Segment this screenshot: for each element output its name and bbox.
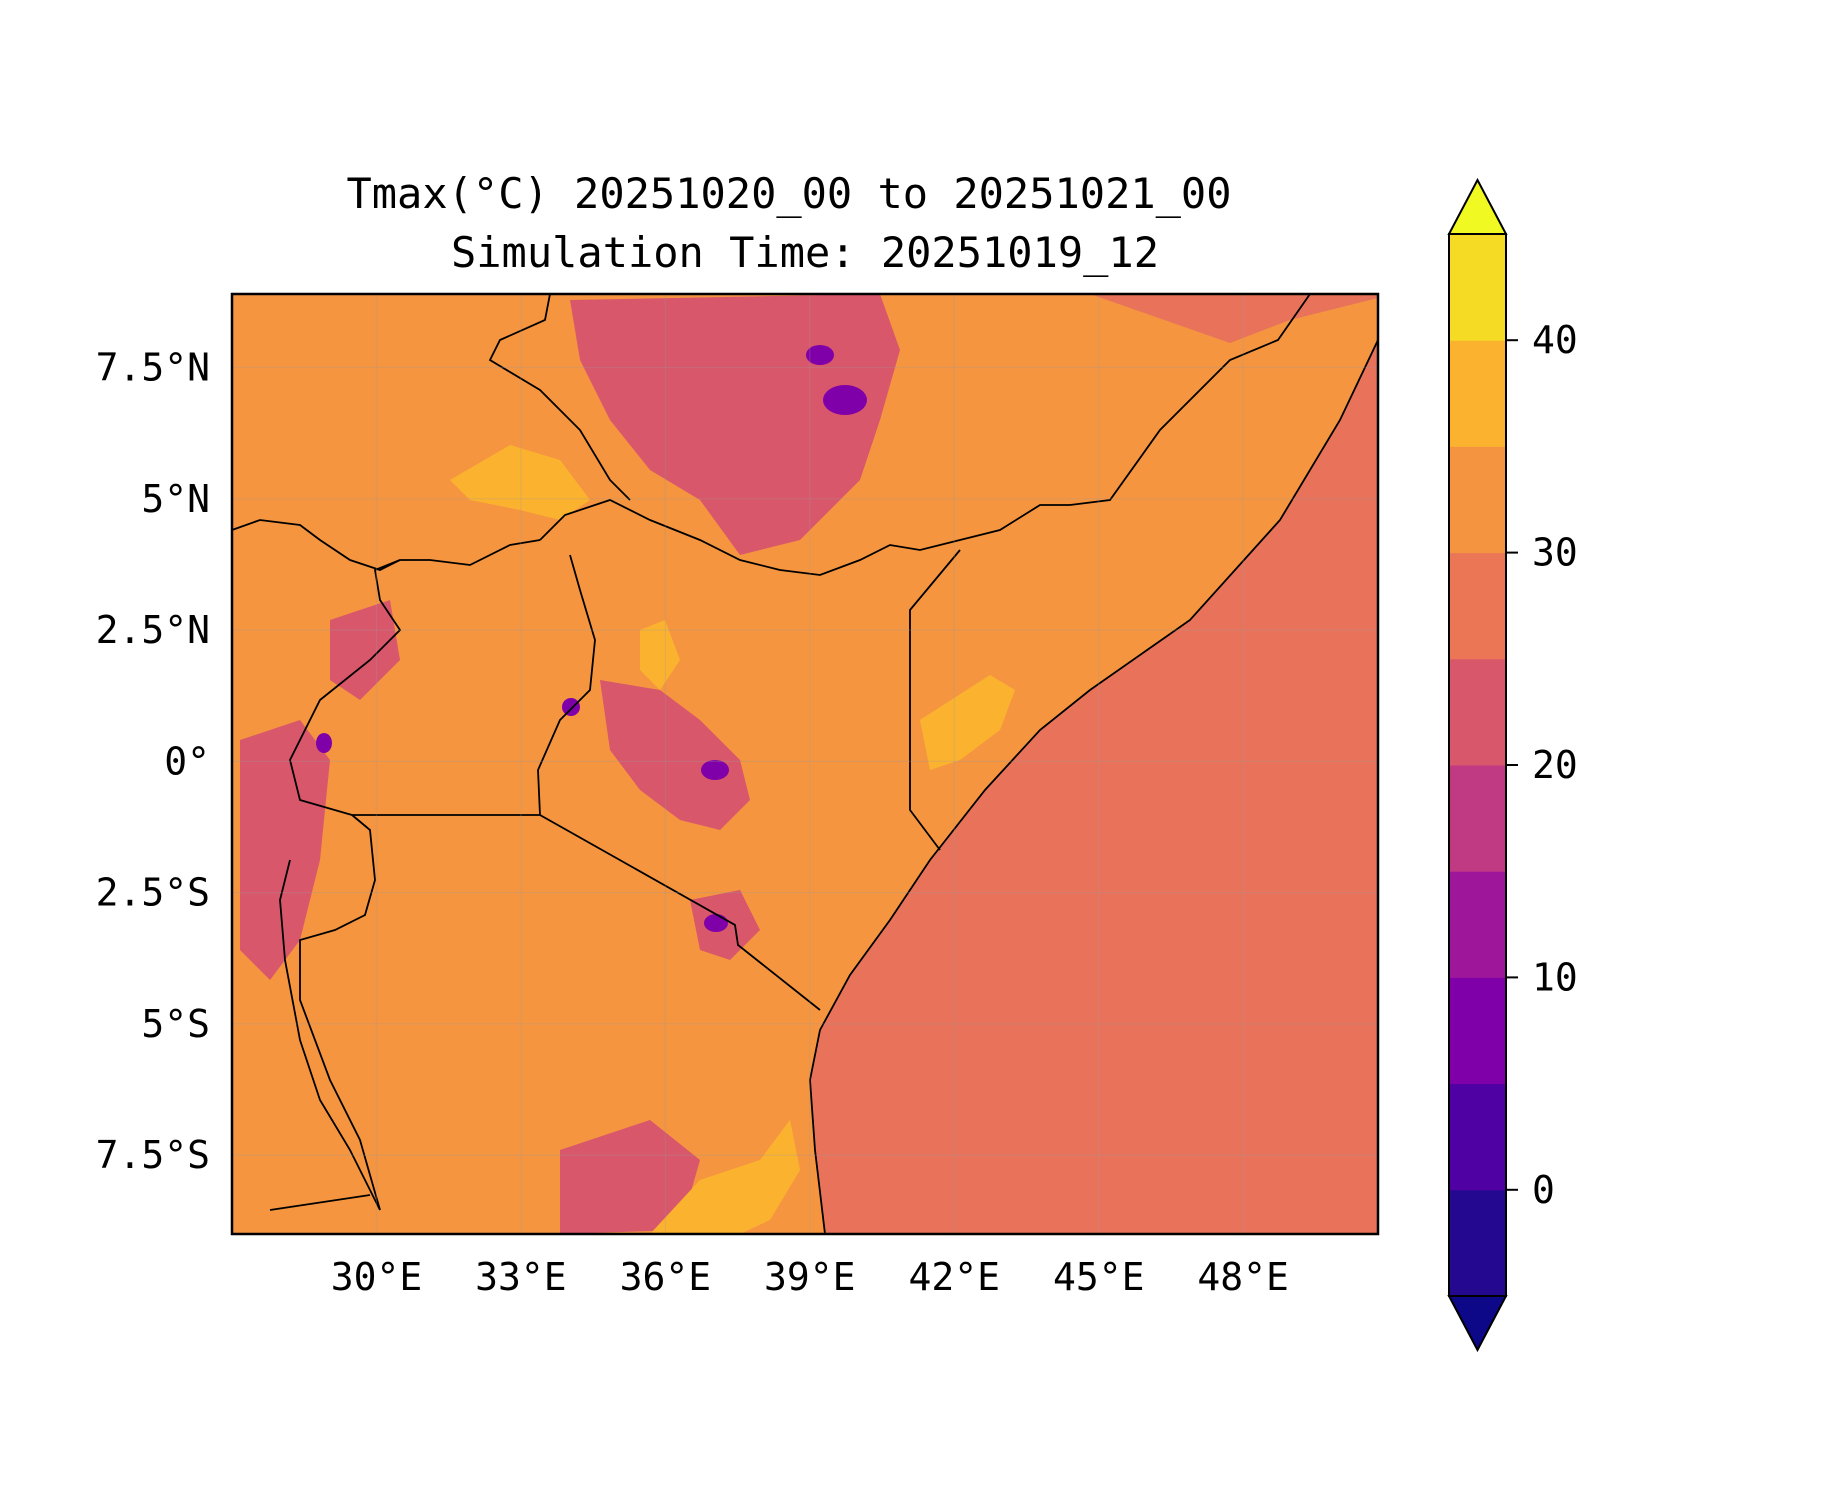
border-zambia xyxy=(269,1194,371,1211)
colorbar-segment xyxy=(1449,977,1506,1085)
uganda-west-zone xyxy=(330,600,400,700)
colorbar-segment xyxy=(1449,340,1506,447)
x-tick-label: 30°E xyxy=(331,1255,423,1299)
y-tick-label: 2.5°S xyxy=(96,871,210,915)
kenya-highlands-zone xyxy=(600,680,750,830)
y-tick-label: 5°N xyxy=(141,477,210,521)
colorbar-extend-max xyxy=(1447,177,1508,235)
colorbar-tick-label: 30 xyxy=(1532,531,1578,575)
rwenzori-peak xyxy=(316,733,332,753)
country-borders xyxy=(232,294,1378,1234)
border-uganda-west xyxy=(289,559,402,816)
coastline-east xyxy=(809,339,1378,1234)
colorbar-tick-label: 20 xyxy=(1532,743,1578,787)
border-ethiopia-south xyxy=(539,294,1311,576)
cold-peaks xyxy=(316,345,867,932)
kilimanjaro-peak xyxy=(704,914,728,932)
ethiopia-peak-2 xyxy=(806,345,834,365)
mt-elgon-peak xyxy=(562,698,580,716)
y-axis: 7.5°N 5°N 2.5°N 0° 2.5°S 5°S 7.5°S xyxy=(96,346,210,1178)
colorbar-segment xyxy=(1449,765,1506,872)
land-fill xyxy=(232,294,1378,1234)
ethiopia-peak xyxy=(823,385,867,415)
albertine-rift-zone xyxy=(240,720,330,980)
y-tick-label: 0° xyxy=(164,739,210,783)
colorbar-tick-label: 0 xyxy=(1532,1168,1555,1212)
border-sudan-ethiopia xyxy=(488,294,631,501)
map-panel: 30°E 33°E 36°E 39°E 42°E 45°E 48°E 7.5°N 5°N 2.5… xyxy=(96,292,1380,1299)
x-tick-label: 48°E xyxy=(1197,1255,1289,1299)
colorbar-extend-min xyxy=(1447,1295,1508,1353)
colorbar-segment xyxy=(1449,446,1506,554)
colorbar-tick-label: 10 xyxy=(1532,955,1578,999)
y-tick-label: 7.5°N xyxy=(96,346,210,390)
title-line-1: Tmax(°C) 20251020_00 to 20251021_00 xyxy=(346,169,1231,218)
turkana-hot-zone xyxy=(640,620,680,690)
somalia-hot-zone xyxy=(920,675,1015,770)
y-tick-label: 2.5°N xyxy=(96,608,210,652)
border-uganda-kenya xyxy=(537,554,596,816)
border-lake-tanganyika xyxy=(279,859,381,1211)
x-axis: 30°E 33°E 36°E 39°E 42°E 45°E 48°E xyxy=(331,1255,1289,1299)
gridlines xyxy=(232,294,1378,1234)
tanzania-south-zone xyxy=(560,1120,700,1234)
border-kenya-somalia xyxy=(909,549,961,851)
border-kenya-tanzania xyxy=(539,814,821,1011)
x-tick-label: 39°E xyxy=(764,1255,856,1299)
x-tick-label: 36°E xyxy=(620,1255,712,1299)
colorbar: 0 10 20 30 40 xyxy=(1447,177,1578,1353)
hot-zones xyxy=(450,445,1015,1234)
x-tick-label: 42°E xyxy=(909,1255,1001,1299)
title-line-2: Simulation Time: 20251019_12 xyxy=(451,228,1159,277)
x-tick-label: 33°E xyxy=(475,1255,567,1299)
colorbar-tick-label: 40 xyxy=(1532,318,1578,362)
colorbar-segment xyxy=(1449,234,1506,341)
border-south-sudan xyxy=(232,519,541,571)
x-tick-label: 45°E xyxy=(1053,1255,1145,1299)
tanzania-coast-hot-zone xyxy=(650,1120,800,1234)
colorbar-segment xyxy=(1449,1083,1506,1191)
south-sudan-hot-zone xyxy=(450,445,590,520)
colorbar-segment xyxy=(1449,552,1506,660)
border-drc-rwanda-burundi xyxy=(299,814,381,1211)
colorbar-segment xyxy=(1449,658,1506,766)
map-frame xyxy=(230,292,1380,1236)
mt-kenya-peak xyxy=(701,760,729,780)
y-tick-label: 7.5°S xyxy=(96,1133,210,1177)
colorbar-segment xyxy=(1449,871,1506,978)
y-tick-label: 5°S xyxy=(141,1002,210,1046)
colorbar-segment xyxy=(1449,1189,1506,1297)
